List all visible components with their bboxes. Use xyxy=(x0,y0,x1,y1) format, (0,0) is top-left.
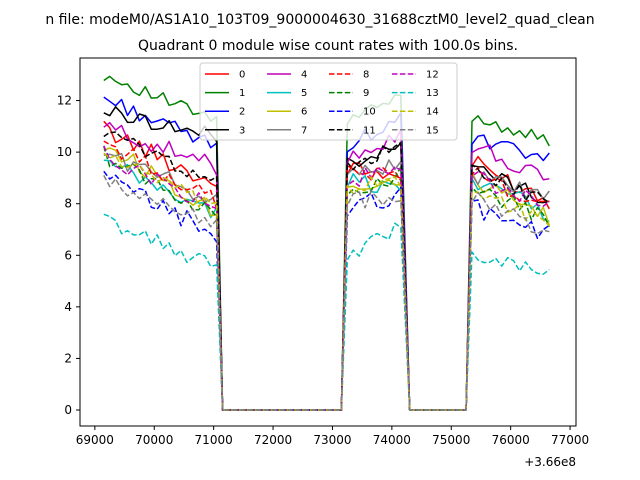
legend-label-0: 0 xyxy=(239,70,245,81)
legend-label-3: 3 xyxy=(239,125,245,136)
figure-suptitle: n file: modeM0/AS1A10_103T09_9000004630_… xyxy=(45,12,594,28)
x-tick-label: 72000 xyxy=(254,433,292,447)
series-line-14 xyxy=(103,152,550,411)
plot-title: Quadrant 0 module wise count rates with … xyxy=(138,38,518,54)
series-line-8 xyxy=(103,140,550,411)
y-axis: 0 2 4 6 8 10 12 xyxy=(57,94,80,417)
legend-label-4: 4 xyxy=(301,70,307,81)
series-line-13 xyxy=(103,213,550,411)
y-tick-label: 6 xyxy=(64,248,72,262)
legend-label-9: 9 xyxy=(363,88,369,99)
x-tick-label: 70000 xyxy=(135,433,173,447)
plot-area: 69000 70000 71000 72000 73000 74000 75000 76000… xyxy=(57,57,589,469)
x-tick-label: 75000 xyxy=(432,433,470,447)
legend-label-15: 15 xyxy=(426,125,439,136)
series-line-4 xyxy=(103,121,550,411)
x-tick-label: 71000 xyxy=(195,433,233,447)
legend-label-14: 14 xyxy=(426,107,439,118)
legend-label-8: 8 xyxy=(363,70,369,81)
y-tick-label: 2 xyxy=(64,351,72,365)
series-line-10 xyxy=(103,170,550,411)
y-tick-label: 0 xyxy=(64,403,72,417)
x-tick-label: 77000 xyxy=(551,433,589,447)
x-axis: 69000 70000 71000 72000 73000 74000 75000 76000… xyxy=(76,426,589,447)
x-offset-label: +3.66e8 xyxy=(524,455,576,469)
series-line-3 xyxy=(103,106,550,411)
legend-label-11: 11 xyxy=(363,125,376,136)
legend-label-5: 5 xyxy=(301,88,307,99)
x-tick-label: 73000 xyxy=(313,433,351,447)
axes-frame xyxy=(79,57,577,427)
legend-label-2: 2 xyxy=(239,107,245,118)
series-line-2 xyxy=(103,96,550,411)
series-line-12 xyxy=(103,145,550,411)
legend-label-13: 13 xyxy=(426,88,439,99)
series-line-6 xyxy=(103,147,551,411)
y-tick-label: 4 xyxy=(64,300,72,314)
legend-label-7: 7 xyxy=(301,125,307,136)
legend-frame xyxy=(199,62,458,141)
legend-label-6: 6 xyxy=(301,107,307,118)
legend-label-12: 12 xyxy=(426,70,439,81)
series-line-15 xyxy=(103,175,550,411)
y-tick-label: 12 xyxy=(57,94,72,108)
x-tick-label: 74000 xyxy=(373,433,411,447)
y-tick-label: 8 xyxy=(64,197,72,211)
y-tick-label: 10 xyxy=(57,145,72,159)
legend-label-1: 1 xyxy=(239,88,245,99)
x-tick-label: 76000 xyxy=(492,433,530,447)
x-tick-label: 69000 xyxy=(76,433,114,447)
legend-label-10: 10 xyxy=(363,107,376,118)
